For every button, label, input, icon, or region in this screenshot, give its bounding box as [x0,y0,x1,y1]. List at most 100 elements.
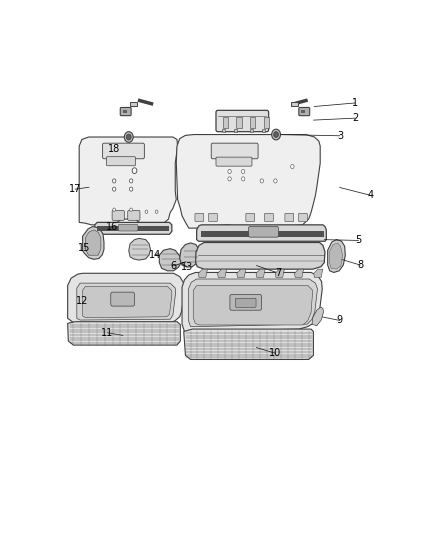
FancyBboxPatch shape [246,213,254,222]
Polygon shape [129,238,151,260]
FancyBboxPatch shape [208,213,217,222]
Circle shape [113,179,116,183]
Circle shape [241,169,245,174]
Text: 15: 15 [78,243,91,253]
Circle shape [260,179,264,183]
Circle shape [274,132,279,138]
Polygon shape [294,269,304,277]
Text: 1: 1 [352,98,358,108]
Text: 9: 9 [337,316,343,326]
FancyBboxPatch shape [195,213,204,222]
Polygon shape [95,222,172,235]
Circle shape [127,134,131,140]
Polygon shape [79,137,178,225]
Polygon shape [197,225,326,241]
Polygon shape [188,279,318,327]
FancyBboxPatch shape [285,213,294,222]
Circle shape [124,132,133,142]
Polygon shape [77,283,176,320]
Polygon shape [182,272,322,332]
Polygon shape [198,269,208,277]
Bar [130,102,137,106]
Circle shape [130,208,132,211]
Polygon shape [83,227,104,260]
FancyBboxPatch shape [299,108,310,116]
Circle shape [132,168,137,174]
Polygon shape [67,273,184,324]
Circle shape [129,187,133,191]
Bar [250,117,255,127]
Circle shape [291,165,294,168]
Bar [237,117,242,127]
Text: 3: 3 [337,131,343,141]
Polygon shape [275,269,284,277]
Polygon shape [256,269,265,277]
FancyBboxPatch shape [106,157,135,166]
Text: 4: 4 [367,190,374,200]
Text: 12: 12 [76,296,88,306]
Text: 10: 10 [269,348,282,358]
Circle shape [155,210,158,213]
Circle shape [113,187,116,191]
FancyBboxPatch shape [249,227,279,237]
FancyBboxPatch shape [102,143,145,159]
Text: 18: 18 [108,144,120,154]
Polygon shape [237,269,246,277]
Circle shape [272,129,280,140]
Bar [201,231,324,237]
FancyBboxPatch shape [216,157,252,166]
Polygon shape [328,240,345,272]
Text: 8: 8 [357,260,363,270]
Text: 17: 17 [69,184,81,194]
Text: 11: 11 [101,328,113,338]
Polygon shape [193,286,313,325]
Bar [264,117,269,127]
Text: 7: 7 [276,268,282,278]
Bar [123,110,127,113]
FancyBboxPatch shape [230,295,261,310]
Polygon shape [184,329,314,359]
FancyBboxPatch shape [211,143,258,159]
Bar [262,129,265,132]
Bar [223,117,228,127]
Circle shape [113,208,116,211]
Polygon shape [176,134,320,229]
Text: 5: 5 [355,236,362,245]
Circle shape [129,179,133,183]
Polygon shape [159,248,181,271]
Circle shape [228,177,231,181]
Polygon shape [83,286,172,318]
Polygon shape [314,269,323,277]
FancyBboxPatch shape [112,211,124,220]
Bar [97,225,170,231]
Text: 6: 6 [170,261,177,271]
Bar [250,129,253,132]
Polygon shape [85,230,101,255]
Circle shape [228,169,231,174]
Text: 13: 13 [181,262,193,272]
Bar [234,129,237,132]
Text: 16: 16 [106,222,119,232]
Circle shape [145,210,148,213]
FancyBboxPatch shape [265,213,273,222]
FancyBboxPatch shape [298,213,307,222]
Text: 2: 2 [352,113,358,123]
Bar [222,129,226,132]
FancyBboxPatch shape [216,110,268,132]
Circle shape [241,177,245,181]
Polygon shape [218,269,227,277]
Polygon shape [180,243,199,267]
Polygon shape [196,243,325,269]
Bar [301,110,305,113]
Circle shape [274,179,277,183]
FancyBboxPatch shape [235,298,256,308]
Bar [291,102,298,106]
FancyBboxPatch shape [111,292,134,306]
Text: 14: 14 [149,250,161,260]
Polygon shape [67,322,180,345]
Polygon shape [330,243,343,269]
Polygon shape [312,307,324,326]
FancyBboxPatch shape [120,108,131,116]
FancyBboxPatch shape [128,211,140,220]
FancyBboxPatch shape [118,224,138,231]
